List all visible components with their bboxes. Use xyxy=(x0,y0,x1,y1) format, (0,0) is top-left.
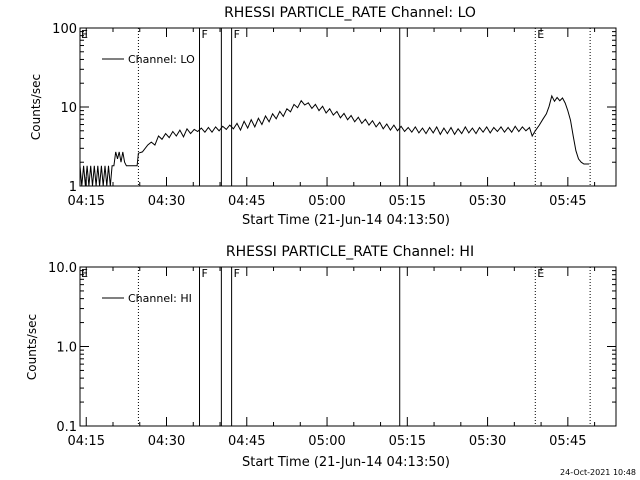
y-tick-label: 10.0 xyxy=(48,261,77,276)
panel-lo-title: RHESSI PARTICLE_RATE Channel: LO xyxy=(224,5,476,21)
x-tick-label: 05:00 xyxy=(308,434,345,449)
x-tick-label: 05:00 xyxy=(308,194,345,209)
x-tick-label: 04:45 xyxy=(228,194,265,209)
y-tick-label: 0.1 xyxy=(56,420,77,435)
panel-lo-y-axis: 1 10 100 xyxy=(52,22,616,195)
panel-hi: RHESSI PARTICLE_RATE Channel: HI E F F E 0.… xyxy=(25,244,617,470)
panel-lo-x-axis: 04:15 04:30 04:45 05:00 05:15 05:30 05:45 xyxy=(68,28,596,209)
x-tick-label: 05:30 xyxy=(469,194,506,209)
panel-lo-y-label: Counts/sec xyxy=(29,74,43,140)
panel-lo-x-label: Start Time (21-Jun-14 04:13:50) xyxy=(242,213,450,228)
x-tick-label: 05:45 xyxy=(549,194,586,209)
event-marker-label: E xyxy=(537,267,544,280)
y-tick-label: 1.0 xyxy=(56,341,77,356)
y-tick-label: 1 xyxy=(69,180,77,195)
panel-hi-y-axis: 0.1 1.0 10.0 xyxy=(48,261,616,435)
x-tick-label: 04:30 xyxy=(148,194,185,209)
panel-lo-legend: Channel: LO xyxy=(102,53,195,66)
x-tick-label: 04:15 xyxy=(68,434,105,449)
event-marker-label: E xyxy=(81,28,88,41)
event-marker-label: F xyxy=(234,267,240,280)
event-marker-label: E xyxy=(537,28,544,41)
x-tick-label: 04:15 xyxy=(68,194,105,209)
x-tick-label: 04:30 xyxy=(148,434,185,449)
panel-hi-legend: Channel: HI xyxy=(102,292,192,305)
legend-label-lo: Channel: LO xyxy=(128,53,195,66)
panel-hi-y-label: Counts/sec xyxy=(25,314,39,380)
series-line-channel-lo xyxy=(79,94,590,187)
event-marker-label: E xyxy=(81,267,88,280)
y-tick-label: 100 xyxy=(52,22,77,37)
event-marker-label: F xyxy=(234,28,240,41)
x-tick-label: 04:45 xyxy=(228,434,265,449)
x-tick-label: 05:45 xyxy=(549,434,586,449)
x-tick-label: 05:30 xyxy=(469,434,506,449)
y-tick-label: 10 xyxy=(60,101,77,116)
event-marker-label: F xyxy=(202,267,208,280)
x-tick-label: 05:15 xyxy=(389,194,426,209)
event-marker-label: F xyxy=(202,28,208,41)
legend-label-hi: Channel: HI xyxy=(128,292,192,305)
panel-hi-title: RHESSI PARTICLE_RATE Channel: HI xyxy=(226,244,474,260)
panel-hi-x-label: Start Time (21-Jun-14 04:13:50) xyxy=(242,455,450,470)
x-tick-label: 05:15 xyxy=(389,434,426,449)
panel-hi-x-axis: 04:15 04:30 04:45 05:00 05:15 05:30 05:45 xyxy=(68,267,596,449)
footer-date: 24-Oct-2021 10:48 xyxy=(560,468,636,477)
